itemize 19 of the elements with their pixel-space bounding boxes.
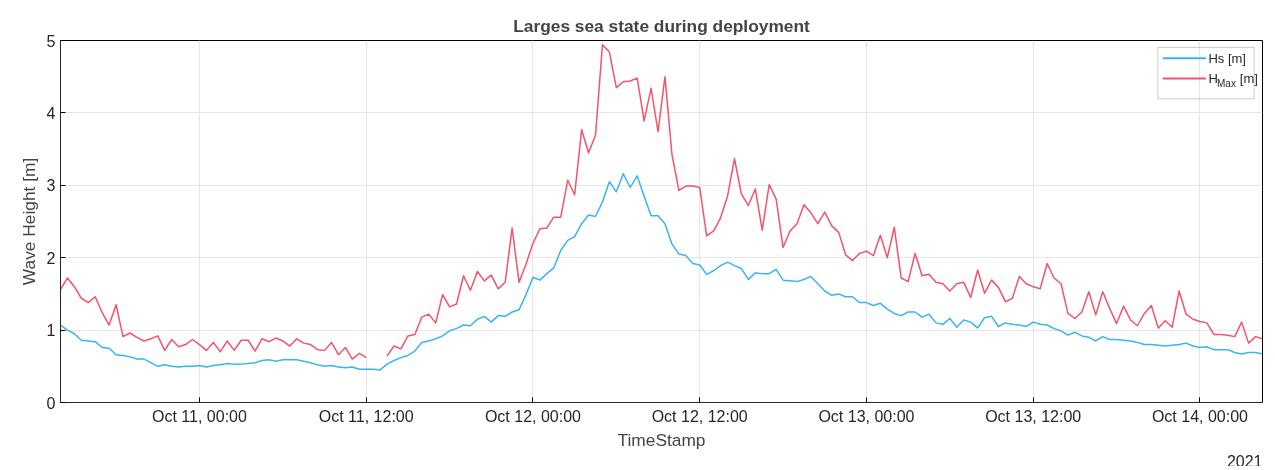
y-tick-label: 3	[46, 177, 56, 195]
text: 2021	[1226, 452, 1263, 470]
y-tick-label: 5	[46, 32, 56, 50]
y-tick-label: 1	[46, 322, 56, 340]
x-tick-label: Oct 13, 12:00	[985, 407, 1082, 425]
legend-label: Hs [m]	[1208, 50, 1246, 66]
x-tick-label: Oct 11, 12:00	[318, 407, 414, 425]
x-axis-title: TimeStamp	[617, 429, 706, 450]
line-series	[60, 172, 1263, 371]
x-tick-label: Oct 12, 00:00	[484, 407, 582, 425]
x-tick-label: Oct 14, 00:00	[1151, 407, 1249, 425]
y-axis-title: Wave Height [m]	[18, 157, 39, 286]
x-tick-label: Oct 12, 12:00	[651, 407, 748, 425]
x-tick-label: Oct 11, 00:00	[152, 407, 247, 425]
y-tick-label: 4	[46, 104, 56, 122]
y-tick-label: 2	[46, 249, 56, 267]
chart-title: Larges sea state during deployment	[513, 15, 811, 36]
y-tick-label: 0	[46, 394, 56, 412]
x-tick-label: Oct 13, 00:00	[818, 407, 915, 425]
